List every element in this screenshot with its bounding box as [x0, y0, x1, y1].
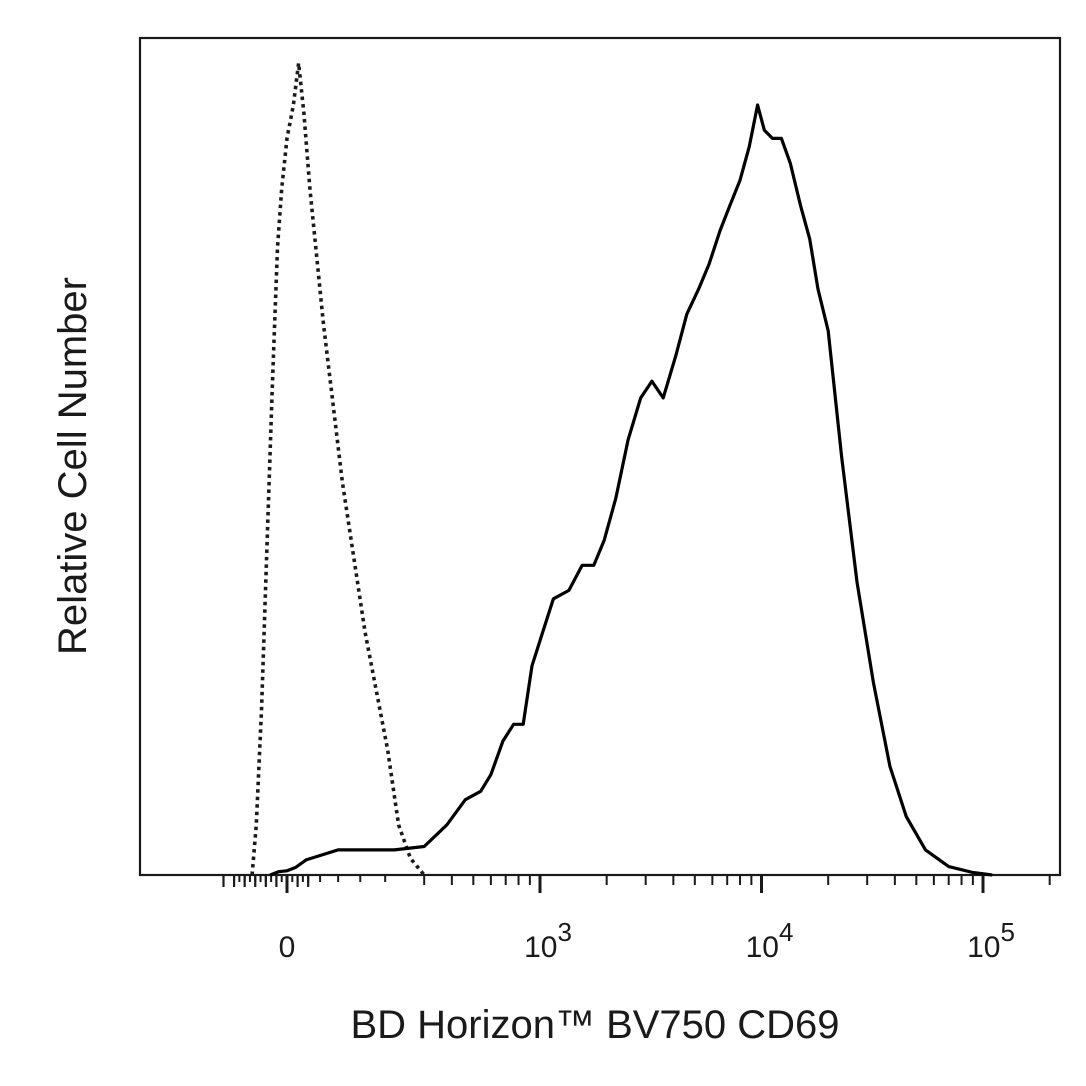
- series-solid-line: [269, 103, 993, 877]
- x-axis-label: BD Horizon™ BV750 CD69: [350, 1003, 839, 1047]
- x-tick-label-base: 0: [279, 931, 296, 964]
- plot-area: [138, 36, 1062, 877]
- x-tick-label: 103: [524, 917, 572, 964]
- x-tick-label-base: 10: [524, 931, 557, 964]
- x-tick-label: 0: [279, 931, 296, 964]
- x-tick-label-exponent: 4: [779, 917, 793, 947]
- x-tick-label-exponent: 3: [557, 917, 571, 947]
- x-tick-label-base: 10: [967, 931, 1000, 964]
- y-axis-label: Relative Cell Number: [51, 277, 95, 655]
- x-tick-label: 105: [967, 917, 1015, 964]
- x-tick-label-base: 10: [746, 931, 779, 964]
- series-layer: [250, 61, 993, 877]
- x-tick-labels: 0 103 104 105: [279, 917, 1015, 964]
- x-axis-ticks: [222, 875, 1051, 893]
- x-tick-label: 104: [746, 917, 794, 964]
- x-tick-label-exponent: 5: [1000, 917, 1014, 947]
